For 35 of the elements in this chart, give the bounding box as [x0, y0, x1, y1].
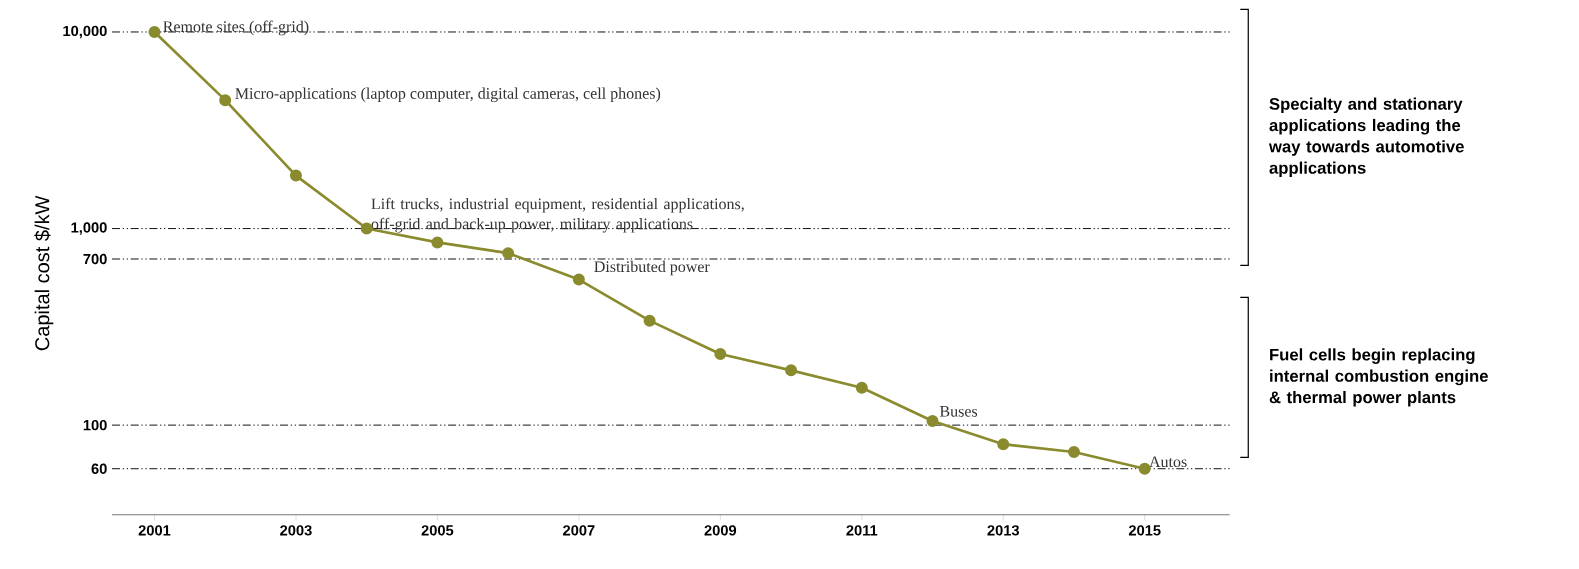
point — [502, 246, 515, 259]
x-tick-label: 2015 — [1128, 524, 1161, 536]
text: Specialty and stationary applications leading the way towards automotive applications — [1268, 97, 1464, 177]
annotation: Autos — [1149, 456, 1187, 467]
point — [572, 273, 585, 286]
point — [926, 414, 939, 427]
point — [643, 314, 656, 327]
annotation: Distributed power — [594, 260, 710, 276]
point — [431, 236, 444, 249]
x-tick-label: 2011 — [846, 524, 878, 536]
x-tick-label: 2013 — [987, 524, 1020, 536]
annotation: Remote sites (off-grid) — [163, 20, 309, 36]
point — [289, 169, 302, 182]
text: Fuel cells begin replacing internal combustion engine & thermal power plants — [1269, 348, 1488, 407]
y-axis-title: Capital cost $/kW — [34, 195, 54, 350]
point — [148, 25, 161, 38]
x-tick-label: 2005 — [421, 524, 454, 536]
x-tick-label: 2001 — [138, 524, 171, 536]
point — [855, 381, 868, 394]
y-tick-label: 100 — [83, 419, 107, 431]
point — [219, 93, 232, 106]
x-tick-label: 2007 — [563, 524, 595, 536]
annotation: Micro-applications (laptop computer, digital cameras, cell phones) — [235, 87, 661, 102]
point — [1138, 462, 1151, 475]
y-tick-label: 700 — [83, 253, 107, 264]
x-tick-label: 2003 — [280, 524, 312, 536]
point — [1067, 445, 1080, 458]
y-tick-label: 60 — [91, 463, 107, 474]
point — [714, 347, 727, 360]
y-tick-label: 1,000 — [71, 222, 107, 235]
x-tick-label: 2009 — [704, 524, 737, 536]
point — [785, 364, 798, 377]
y-tick-label: 10,000 — [63, 25, 107, 39]
annotation: Buses — [939, 405, 978, 417]
point — [997, 437, 1010, 450]
